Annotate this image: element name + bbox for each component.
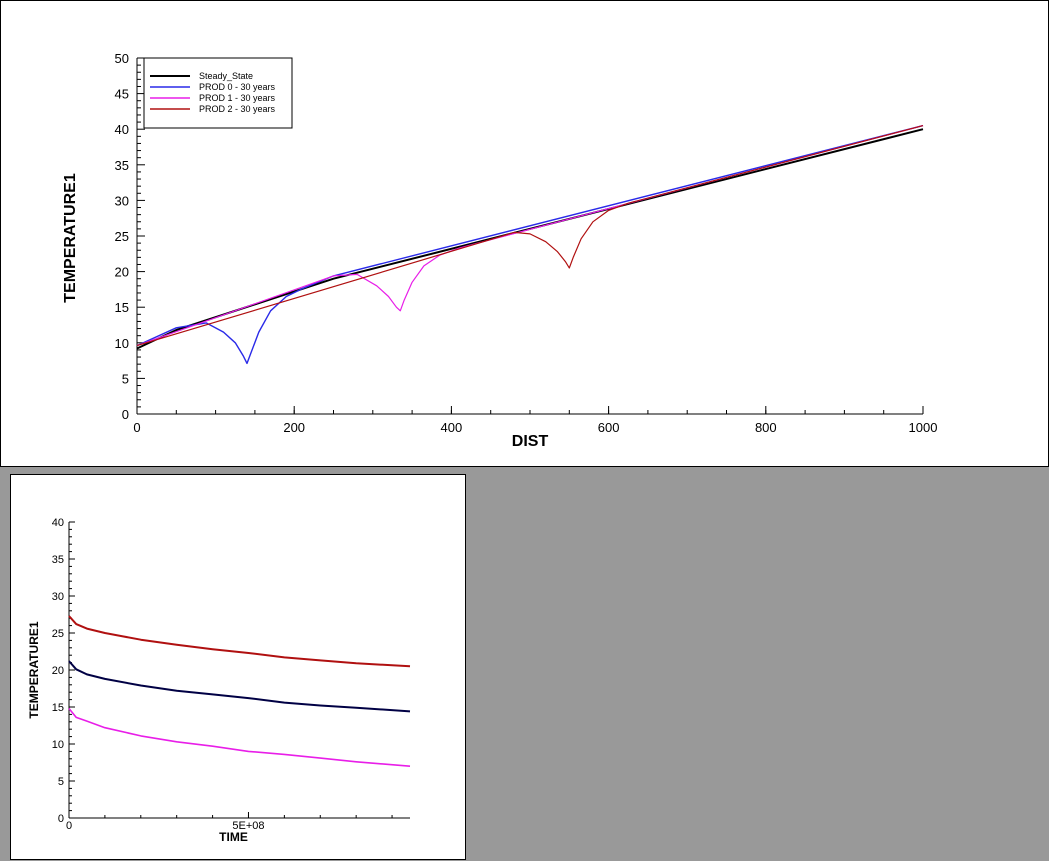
series-line-3 bbox=[68, 707, 411, 767]
x-tick-label: 600 bbox=[598, 420, 620, 435]
y-tick-label: 25 bbox=[115, 229, 129, 244]
x-tick-label: 400 bbox=[441, 420, 463, 435]
legend-label-3: PROD 1 - 30 years bbox=[199, 93, 276, 103]
series-line-1 bbox=[136, 128, 924, 350]
distance-temperature-chart: 0 5 10 15 20 25 30 35 40 45 50 0 200 400 600 800 1000 DIS… bbox=[62, 51, 938, 450]
y-tick-label: 20 bbox=[52, 665, 64, 677]
y-tick-label: 10 bbox=[115, 336, 129, 351]
legend-label-1: Steady_State bbox=[199, 71, 253, 81]
y-tick-label: 30 bbox=[52, 591, 64, 603]
y-tick-label: 40 bbox=[115, 122, 129, 137]
y-tick-label: 0 bbox=[58, 813, 64, 825]
x-tick-label: 800 bbox=[755, 420, 777, 435]
y-tick-label: 40 bbox=[52, 517, 64, 529]
y-tick-label: 50 bbox=[115, 51, 129, 66]
y-tick-label: 10 bbox=[52, 739, 64, 751]
legend-label-2: PROD 0 - 30 years bbox=[199, 82, 276, 92]
x-tick-label: 1000 bbox=[909, 420, 938, 435]
series-line-2 bbox=[136, 124, 924, 365]
x-axis-title: DIST bbox=[512, 433, 549, 450]
legend-label-4: PROD 2 - 30 years bbox=[199, 104, 276, 114]
y-tick-label: 20 bbox=[115, 265, 129, 280]
y-tick-label: 35 bbox=[52, 554, 64, 566]
y-tick-label: 5 bbox=[58, 776, 64, 788]
y-tick-label: 5 bbox=[122, 371, 129, 386]
legend-box bbox=[143, 57, 293, 129]
x-tick-label: 200 bbox=[283, 420, 305, 435]
y-tick-label: 25 bbox=[52, 628, 64, 640]
y-tick-label: 30 bbox=[115, 193, 129, 208]
y-tick-label: 35 bbox=[115, 158, 129, 173]
series-line-2 bbox=[68, 660, 411, 713]
x-axis-title: TIME bbox=[219, 830, 248, 844]
y-tick-label: 15 bbox=[52, 702, 64, 714]
series-line-4 bbox=[136, 125, 924, 347]
y-axis-title: TEMPERATURE1 bbox=[62, 173, 79, 303]
bottom-chart-frame: 0 5 10 15 20 25 30 35 40 0 5E+08 TIME TEMPERATURE1 bbox=[10, 474, 466, 860]
x-tick-label: 5E+08 bbox=[232, 820, 264, 832]
y-tick-label: 15 bbox=[115, 300, 129, 315]
top-chart-frame: 0 5 10 15 20 25 30 35 40 45 50 0 200 400 600 800 1000 DIS… bbox=[0, 0, 1049, 467]
y-tick-label: 45 bbox=[115, 87, 129, 102]
y-axis-title: TEMPERATURE1 bbox=[27, 621, 41, 718]
x-tick-label: 0 bbox=[66, 820, 72, 832]
y-tick-label: 0 bbox=[122, 407, 129, 422]
x-tick-label: 0 bbox=[133, 420, 140, 435]
series-line-1 bbox=[68, 615, 411, 668]
